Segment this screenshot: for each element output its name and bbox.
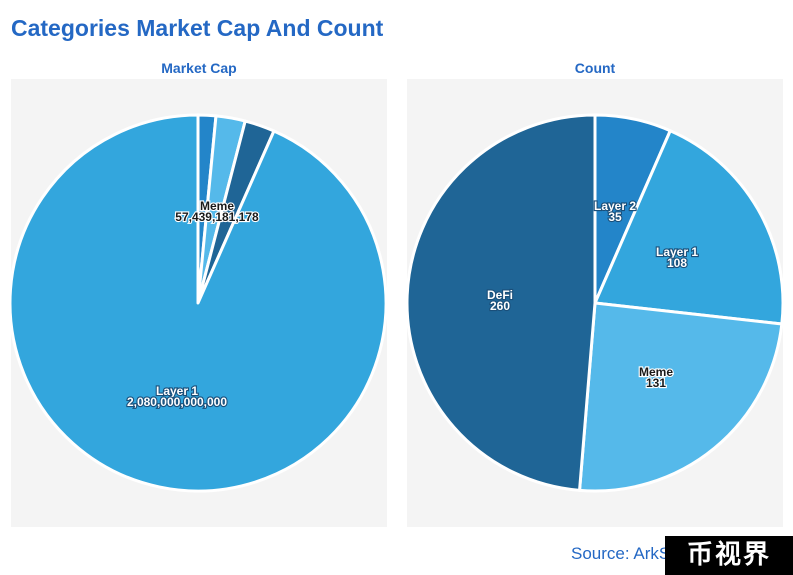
slice-label-name-meme: Meme: [639, 365, 673, 379]
slice-label-value-defi: 260: [490, 299, 510, 313]
market-cap-panel: Meme 57,439,181,178 Layer 1 2,080,000,000,0…: [11, 79, 387, 527]
slice-label-layer-1: Layer 12,080,000,000,000: [126, 383, 229, 410]
page-title: Categories Market Cap And Count: [11, 15, 384, 41]
slice-label-value-layer-1: 2,080,000,000,000: [127, 395, 227, 409]
slice-label-name-layer-1: Layer 1: [656, 245, 698, 259]
slice-label-name-layer-2: Layer 2: [594, 199, 636, 213]
slice-label-value-layer-1: 108: [667, 256, 687, 270]
pie-slice-meme: [578, 301, 783, 493]
slice-label-value-layer-2: 35: [608, 210, 622, 224]
slice-label-name-meme: Meme: [200, 199, 234, 213]
slice-label-value-meme: 57,439,181,178: [175, 210, 259, 224]
pie-slice-layer-1: [11, 113, 387, 493]
slice-label-name-layer-1: Layer 1: [156, 384, 198, 398]
count-chart-title: Count: [574, 60, 616, 76]
pie-slice-defi: [407, 113, 597, 492]
market-cap-chart-title: Market Cap: [161, 60, 237, 76]
slice-label-name-defi: DeFi: [487, 288, 513, 302]
source-note: Source: ArkS: [571, 544, 671, 563]
pie-slice-layer-1: [593, 129, 783, 326]
count-panel: Layer 2 35 Layer 1 108 Meme 131 DeFi 260: [407, 79, 783, 527]
slice-label-value-meme: 131: [646, 376, 666, 390]
slice-label-layer-2: Layer 235: [593, 198, 638, 225]
watermark-logo: 币视界: [665, 536, 793, 575]
